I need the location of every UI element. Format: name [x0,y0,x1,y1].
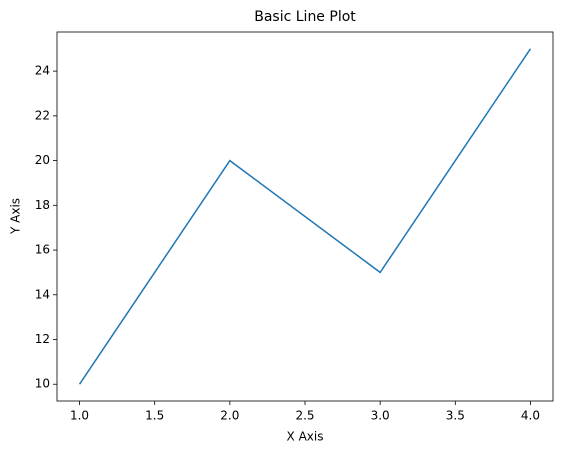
chart-title: Basic Line Plot [254,9,356,25]
x-tick-label: 2.5 [295,409,314,423]
x-tick-label: 3.5 [446,409,465,423]
y-tick-label: 20 [35,153,50,167]
x-tick-label: 3.0 [371,409,390,423]
y-tick-label: 14 [35,287,50,301]
x-axis-label: X Axis [287,430,324,444]
y-tick-label: 22 [35,108,50,122]
x-tick-label: 2.0 [220,409,239,423]
line-series [78,48,532,385]
y-tick-label: 12 [35,332,50,346]
x-tick-label: 1.0 [70,409,89,423]
y-axis-label: Y Axis [9,198,23,235]
y-tick-label: 24 [35,64,50,78]
y-tick-label: 10 [35,377,50,391]
y-tick-label: 16 [35,243,50,257]
plot-frame [56,31,554,402]
y-tick-label: 18 [35,198,50,212]
x-tick-label: 4.0 [521,409,540,423]
x-tick-label: 1.5 [145,409,164,423]
